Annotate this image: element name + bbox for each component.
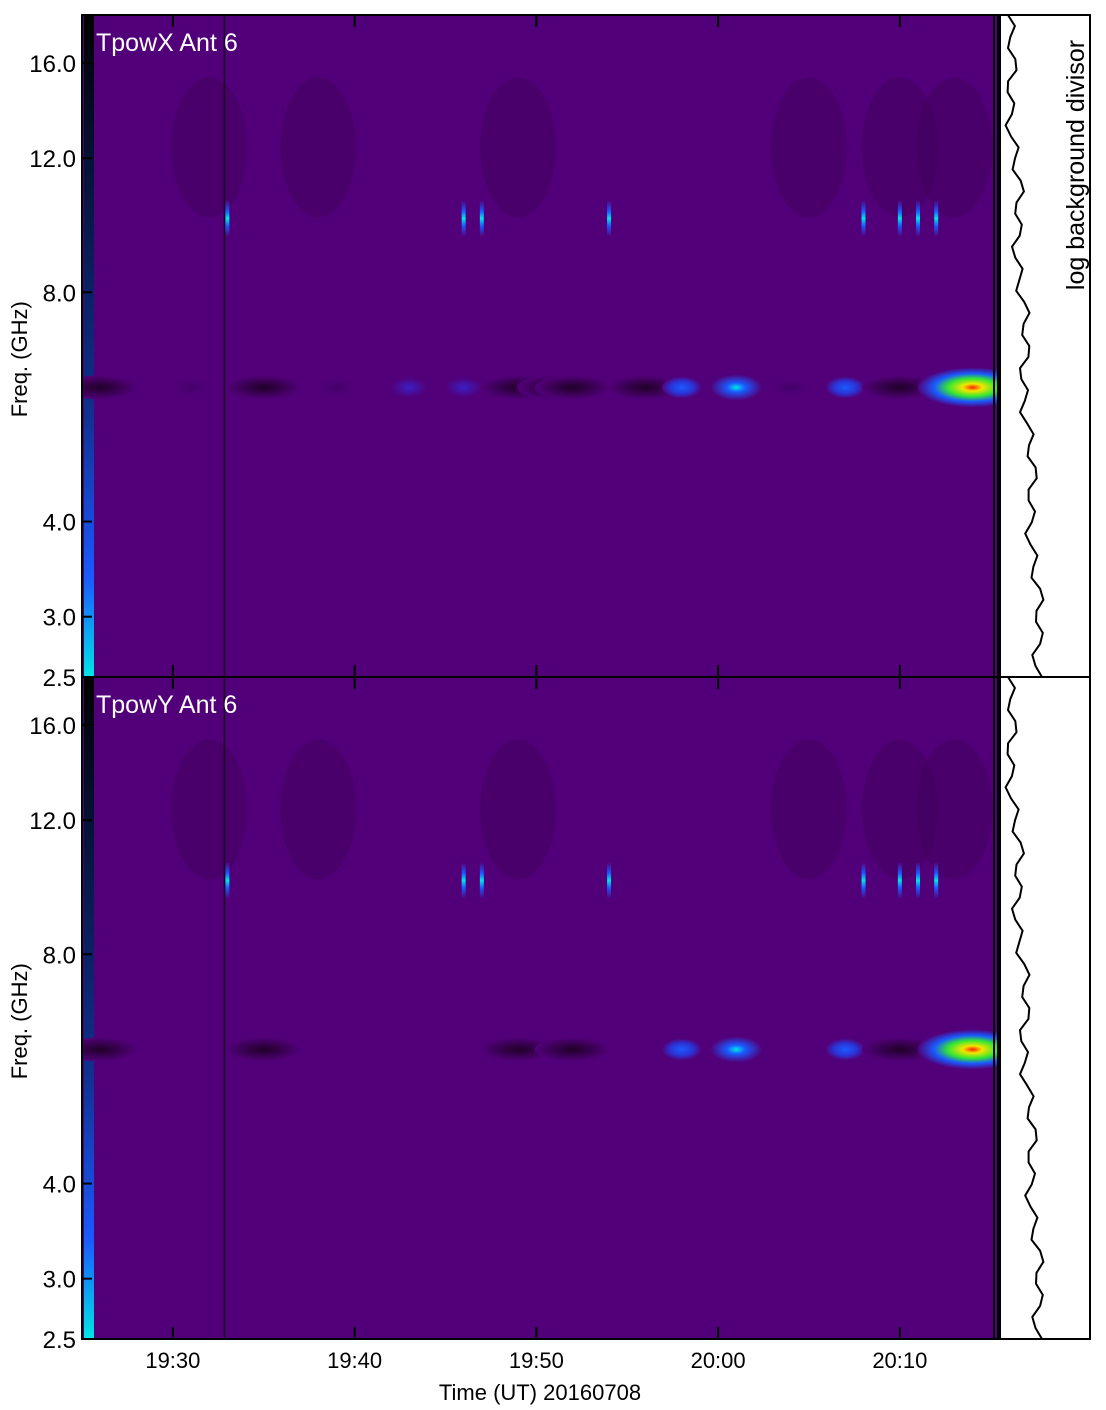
background-shade: [861, 77, 938, 218]
spectrogram-panel-2: [82, 677, 998, 1339]
band-6ghz-blob: [82, 375, 139, 400]
band-10ghz-spike: [897, 200, 902, 237]
band-10ghz-spike: [607, 862, 612, 899]
x-tick-label: 19:30: [145, 1348, 200, 1373]
band-6ghz-blob: [445, 377, 482, 398]
band-6ghz-blob: [917, 367, 998, 408]
background-shade: [171, 739, 248, 880]
x-tick-label: 20:10: [872, 1348, 927, 1373]
y-tick-label: 3.0: [43, 605, 76, 632]
y-tick-label: 4.0: [43, 1172, 76, 1199]
y-tick-label: 2.5: [43, 1327, 76, 1354]
band-10ghz-spike: [916, 200, 921, 237]
y-axis-title: Freq. (GHz): [7, 963, 32, 1079]
band-6ghz-blob: [772, 378, 809, 397]
y-tick-label: 12.0: [29, 808, 76, 835]
panel-title: TpowY Ant 6: [96, 691, 237, 719]
band-6ghz-blob: [173, 378, 210, 397]
background-shade: [916, 77, 993, 218]
panel-title: TpowX Ant 6: [96, 29, 238, 57]
band-6ghz-blob: [825, 1038, 866, 1061]
band-10ghz-spike: [225, 200, 230, 237]
background-divisor-panel: [999, 676, 1091, 1340]
y-tick-label: 16.0: [29, 51, 76, 78]
band-6ghz-blob: [480, 1037, 557, 1062]
band-6ghz-blob: [82, 1037, 139, 1062]
band-6ghz-blob: [917, 1029, 998, 1070]
band-6ghz-blob: [225, 1037, 302, 1062]
band-10ghz-spike: [934, 862, 939, 899]
y-tick-label: 16.0: [29, 713, 76, 740]
y-tick-label: 3.0: [43, 1267, 76, 1294]
band-6ghz-blob: [661, 376, 702, 399]
background-shade: [770, 739, 847, 880]
background-shade: [280, 739, 357, 880]
band-10ghz-spike: [479, 862, 484, 899]
band-10ghz-spike: [479, 200, 484, 237]
y-tick-label: 8.0: [43, 280, 76, 307]
band-10ghz-spike: [861, 862, 866, 899]
x-tick-label: 20:00: [691, 1348, 746, 1373]
background-divisor-curve: [1004, 14, 1045, 678]
band-6ghz-blob: [225, 375, 302, 400]
band-6ghz-blob: [534, 1037, 611, 1062]
band-6ghz-blob: [607, 375, 684, 400]
y-tick-label: 8.0: [43, 942, 76, 969]
band-6ghz-blob: [861, 1037, 938, 1062]
x-tick-label: 19:50: [509, 1348, 564, 1373]
band-10ghz-spike: [607, 200, 612, 237]
side-panel-label: log background divisor: [1062, 40, 1090, 290]
y-tick-label: 2.5: [43, 665, 76, 692]
background-shade: [770, 77, 847, 218]
band-10ghz-spike: [461, 862, 466, 899]
panel-background: [82, 15, 998, 677]
background-shade: [280, 77, 357, 218]
band-6ghz-blob: [861, 375, 938, 400]
left-edge-band: [84, 15, 94, 677]
left-edge-band: [84, 677, 94, 1339]
y-tick-label: 4.0: [43, 510, 76, 537]
band-6ghz-blob: [534, 375, 611, 400]
x-tick-label: 19:40: [327, 1348, 382, 1373]
background-shade: [916, 739, 993, 880]
y-tick-label: 12.0: [29, 146, 76, 173]
background-shade: [861, 739, 938, 880]
band-10ghz-spike: [897, 862, 902, 899]
band-6ghz-blob: [391, 377, 428, 398]
background-shade: [480, 739, 557, 880]
band-6ghz-blob: [318, 378, 355, 397]
x-axis-title: Time (UT) 20160708: [439, 1380, 641, 1405]
band-6ghz-blob: [710, 1036, 763, 1063]
band-6ghz-blob: [661, 1038, 702, 1061]
y-axis-title: Freq. (GHz): [7, 301, 32, 417]
band-6ghz-blob: [710, 374, 763, 401]
band-10ghz-spike: [861, 200, 866, 237]
band-10ghz-spike: [934, 200, 939, 237]
panel-frame: [81, 676, 999, 1340]
band-6ghz-blob: [825, 376, 866, 399]
spectrogram-panel-1: [82, 15, 998, 677]
panel-background: [82, 677, 998, 1339]
background-divisor-curve: [1004, 676, 1045, 1340]
band-10ghz-spike: [225, 862, 230, 899]
background-shade: [480, 77, 557, 218]
band-10ghz-spike: [916, 862, 921, 899]
background-shade: [171, 77, 248, 218]
band-10ghz-spike: [461, 200, 466, 237]
